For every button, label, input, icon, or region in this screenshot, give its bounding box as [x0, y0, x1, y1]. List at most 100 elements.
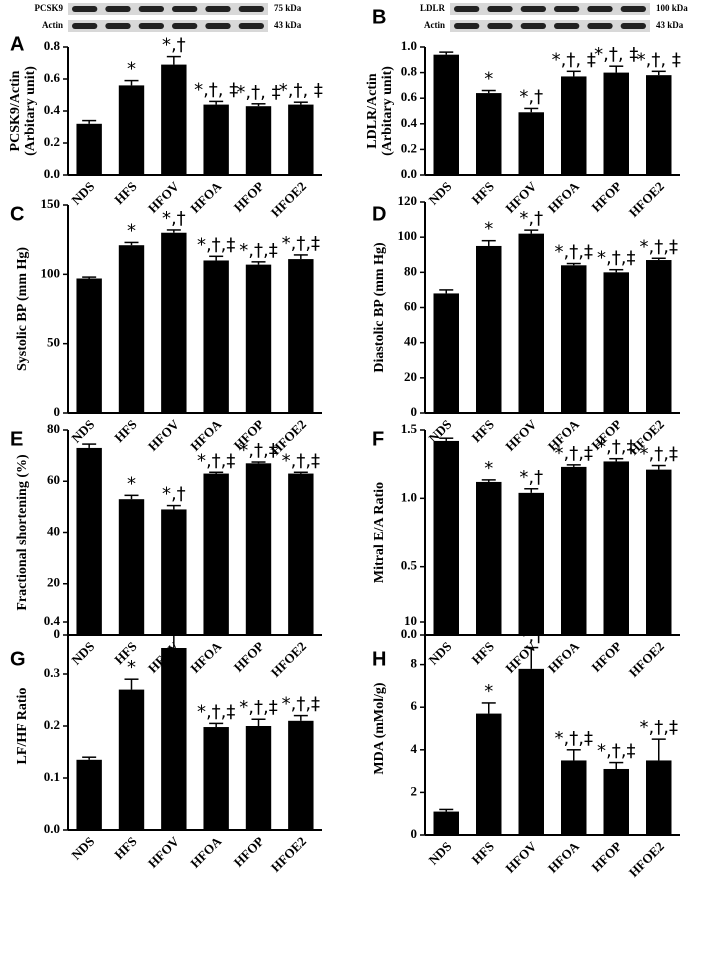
bar [646, 760, 672, 835]
y-axis-label: PCSK9/Actin [8, 70, 23, 151]
x-tick-label: HFOP [231, 179, 267, 215]
blot-strip [450, 20, 650, 32]
bar [203, 104, 229, 175]
blot-band [520, 23, 546, 29]
x-tick-label: HFOA [187, 638, 225, 676]
significance-label: *,† [162, 208, 186, 229]
x-tick-label: HFS [468, 179, 496, 207]
blot-band [587, 23, 613, 29]
bar [646, 260, 672, 413]
bar [245, 106, 272, 175]
y-tick-label: 100 [41, 265, 61, 280]
panel-letter: C [10, 203, 24, 225]
significance-label: *,†,‡ [640, 236, 678, 257]
significance-label: *,†,‡ [282, 694, 320, 715]
blot-band [205, 23, 231, 29]
y-tick-label: 0.4 [44, 613, 61, 628]
bar [76, 123, 102, 175]
y-axis-label: (Arbitary unit) [23, 66, 38, 156]
blot-size: 43 kDa [274, 20, 302, 30]
significance-label: * [484, 219, 493, 240]
y-tick-label: 0.0 [401, 166, 417, 181]
blot-band [487, 23, 513, 29]
panel-letter: E [10, 428, 23, 450]
bar [561, 466, 587, 635]
x-tick-label: HFOP [588, 639, 624, 675]
bar [203, 260, 229, 413]
blot-strip [450, 3, 650, 15]
x-tick-label: HFOA [545, 178, 583, 216]
x-tick-label: NDS [68, 639, 97, 668]
bar [433, 811, 459, 835]
bar [646, 75, 672, 175]
significance-label: * [127, 59, 136, 80]
y-tick-label: 0.8 [401, 64, 418, 79]
y-tick-label: 0.8 [44, 38, 61, 53]
blot-size: 100 kDa [656, 3, 688, 13]
significance-label: *,†,‡ [555, 443, 593, 464]
bar [518, 492, 544, 635]
significance-label: *,† [162, 35, 186, 56]
blot-band [105, 6, 131, 12]
blot-band [554, 6, 580, 12]
y-axis-label: Systolic BP (mm Hg) [15, 247, 30, 371]
x-tick-label: HFOA [187, 178, 225, 216]
x-tick-label: HFOE2 [268, 834, 309, 875]
blot-band [620, 6, 646, 12]
blot-band [72, 6, 98, 12]
x-tick-label: HFOE2 [626, 639, 667, 680]
y-tick-label: 0.3 [44, 665, 61, 680]
significance-label: *,†,‡ [239, 240, 277, 261]
blot-label: Actin [42, 20, 63, 30]
blot-band [238, 23, 264, 29]
blot-band [454, 23, 480, 29]
y-axis-label: LF/HF Ratio [15, 688, 30, 765]
x-tick-label: HFS [468, 839, 496, 867]
significance-label: *,†,‡ [197, 701, 235, 722]
y-tick-label: 0.4 [401, 115, 418, 130]
significance-label: *,†,‡ [239, 440, 277, 461]
y-tick-label: 80 [404, 263, 417, 278]
x-tick-label: HFOA [545, 638, 583, 676]
blot-label: Actin [424, 20, 445, 30]
bar [118, 689, 145, 830]
significance-label: * [484, 681, 493, 702]
x-tick-label: HFOA [187, 416, 225, 454]
bar [433, 440, 459, 635]
y-tick-label: 40 [47, 523, 60, 538]
x-tick-label: HFOA [545, 838, 583, 876]
bar [76, 759, 102, 830]
blot-band [205, 6, 231, 12]
y-tick-label: 0.6 [401, 89, 418, 104]
panel-letter: F [372, 428, 384, 450]
significance-label: *,† [162, 613, 186, 634]
x-tick-label: HFOP [588, 839, 624, 875]
significance-label: * [127, 657, 136, 678]
y-tick-label: 0 [411, 826, 418, 841]
bar [603, 72, 629, 175]
x-tick-label: HFS [111, 834, 139, 862]
bar [518, 112, 544, 175]
bar [603, 461, 629, 635]
y-axis-label: (Arbitary unit) [380, 66, 395, 156]
blot-strip [68, 3, 268, 15]
significance-label: * [484, 458, 493, 479]
significance-label: *,†, ‡ [637, 49, 681, 70]
bar [476, 245, 502, 413]
bar [118, 245, 145, 413]
significance-label: *,† [519, 626, 543, 647]
x-tick-label: HFOP [231, 639, 267, 675]
bar [288, 104, 314, 175]
y-tick-label: 0.1 [44, 769, 60, 784]
significance-label: *,†, ‡ [552, 49, 596, 70]
bar [288, 720, 314, 830]
x-tick-label: HFOP [588, 179, 624, 215]
blot-strip [68, 20, 268, 32]
significance-label: *,†,‡ [597, 248, 635, 269]
y-tick-label: 60 [404, 298, 417, 313]
y-tick-label: 6 [411, 698, 418, 713]
x-tick-label: HFS [111, 179, 139, 207]
bar [518, 668, 544, 835]
panel-letter: A [10, 33, 24, 55]
significance-label: *,†,‡ [640, 444, 678, 465]
